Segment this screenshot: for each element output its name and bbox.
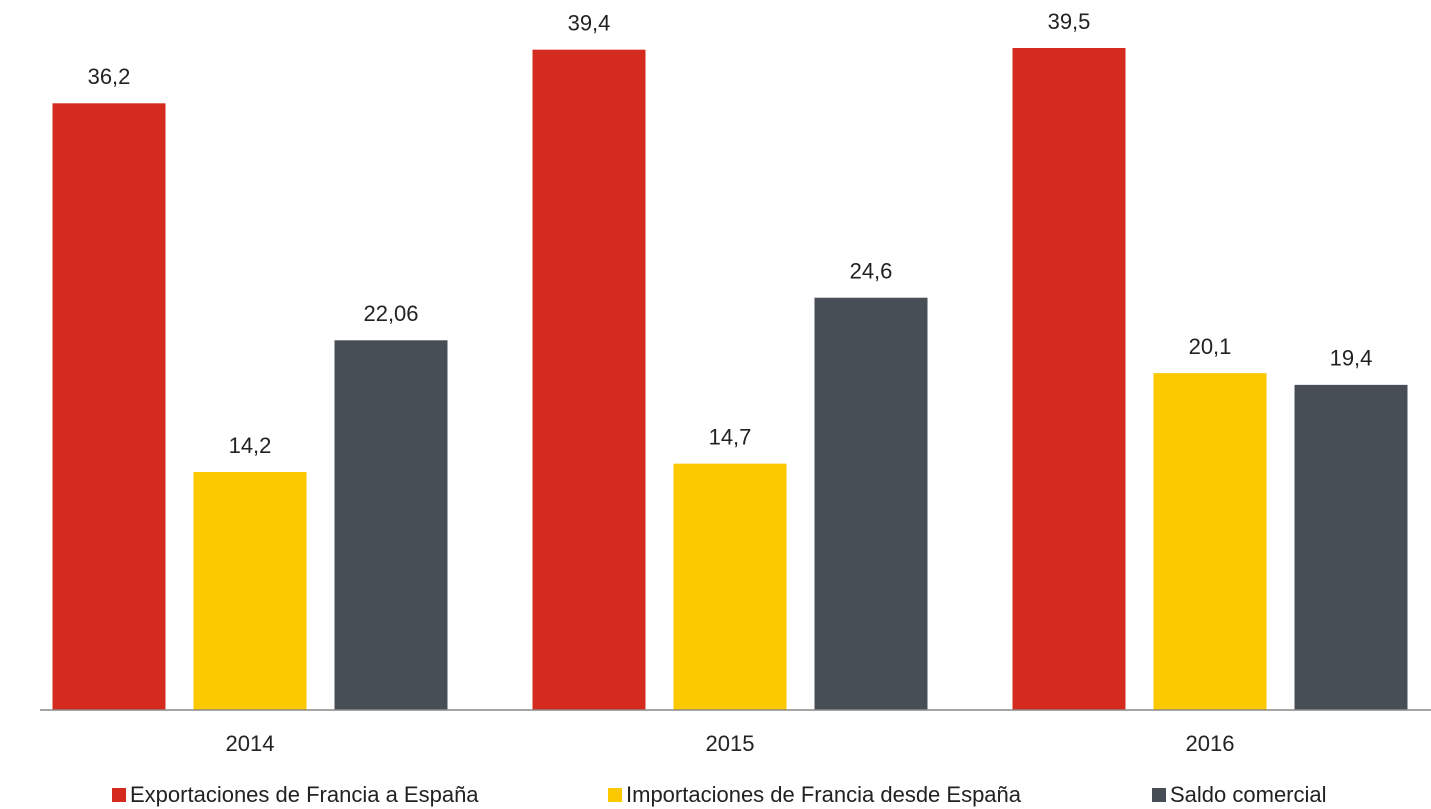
x-tick-label: 2015 [706, 731, 755, 756]
data-label: 19,4 [1330, 346, 1373, 371]
legend-swatch [1152, 788, 1166, 802]
x-tick-label: 2016 [1186, 731, 1235, 756]
x-tick-label: 2014 [226, 731, 275, 756]
bar [673, 463, 787, 710]
bar [334, 340, 448, 710]
bar [1012, 48, 1126, 710]
data-label: 22,06 [363, 301, 418, 326]
bar [1294, 384, 1408, 710]
bar [814, 297, 928, 710]
bar [1153, 373, 1267, 710]
data-label: 24,6 [850, 259, 893, 284]
bar [52, 103, 166, 710]
data-label: 14,7 [709, 424, 752, 449]
legend-label: Exportaciones de Francia a España [130, 782, 479, 807]
legend-swatch [608, 788, 622, 802]
data-label: 20,1 [1189, 334, 1232, 359]
bar [532, 49, 646, 710]
legend-swatch [112, 788, 126, 802]
legend-label: Saldo comercial [1170, 782, 1327, 807]
data-label: 39,4 [568, 10, 611, 35]
data-label: 36,2 [88, 64, 131, 89]
legend-label: Importaciones de Francia desde España [626, 782, 1022, 807]
data-label: 39,5 [1048, 9, 1091, 34]
bar [193, 472, 307, 710]
data-label: 14,2 [229, 433, 272, 458]
